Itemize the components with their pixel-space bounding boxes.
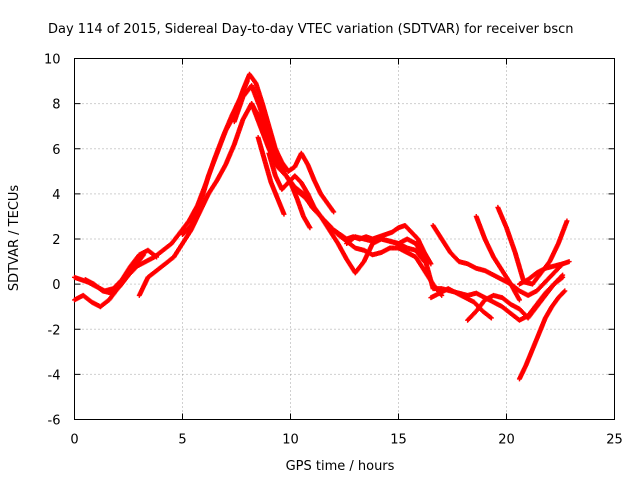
- y-axis-label: SDTVAR / TECUs: [7, 185, 22, 292]
- series-track-16: [495, 204, 570, 287]
- x-tick-label: 5: [178, 433, 186, 448]
- x-tick-label: 15: [390, 433, 407, 448]
- data-point: [428, 261, 434, 267]
- data-point: [561, 289, 567, 295]
- data-point: [560, 274, 566, 280]
- data-point: [566, 259, 572, 265]
- y-tick-label: 4: [52, 188, 60, 203]
- data-point: [307, 225, 313, 231]
- y-tick-label: -4: [48, 368, 61, 383]
- series-track-6: [231, 83, 445, 298]
- plot-frame: [74, 58, 615, 420]
- x-tick-labels: 0 5 10 15 20 25: [70, 433, 622, 448]
- y-tick-label: -2: [48, 323, 61, 338]
- series-track-12: [428, 286, 494, 321]
- x-tick-label: 0: [70, 433, 78, 448]
- y-tick-label: 2: [52, 233, 60, 248]
- data-point: [562, 288, 568, 294]
- data-point: [281, 211, 287, 217]
- data-point: [141, 252, 147, 258]
- data-point: [559, 275, 565, 281]
- series-track-15: [473, 213, 522, 303]
- series-track-4: [136, 101, 278, 298]
- series-track-18: [516, 259, 572, 287]
- y-tick-label: 8: [52, 98, 60, 113]
- y-tick-label: -6: [48, 414, 61, 429]
- data-point: [564, 218, 570, 224]
- series-track-13: [430, 222, 566, 298]
- data-series: [72, 71, 572, 382]
- series-track-10: [288, 180, 313, 231]
- data-point: [331, 209, 337, 215]
- y-tick-label: 0: [52, 278, 60, 293]
- chart-title: Day 114 of 2015, Sidereal Day-to-day VTE…: [48, 22, 574, 37]
- series-track-9: [255, 134, 287, 217]
- data-point: [487, 314, 493, 320]
- series-track-17: [516, 288, 568, 382]
- series-track-8: [266, 150, 434, 267]
- y-tick-labels: -6 -4 -2 0 2 4 6 8 10: [44, 53, 61, 429]
- x-tick-label: 25: [606, 433, 623, 448]
- x-axis-label: GPS time / hours: [286, 459, 395, 474]
- data-point: [488, 315, 494, 321]
- x-tick-label: 10: [282, 433, 299, 448]
- y-tick-label: 10: [44, 53, 61, 68]
- grid-lines: [74, 58, 615, 420]
- data-point: [516, 297, 522, 303]
- y-tick-label: 6: [52, 143, 60, 158]
- series-track-14: [465, 274, 566, 323]
- x-tick-label: 20: [498, 433, 515, 448]
